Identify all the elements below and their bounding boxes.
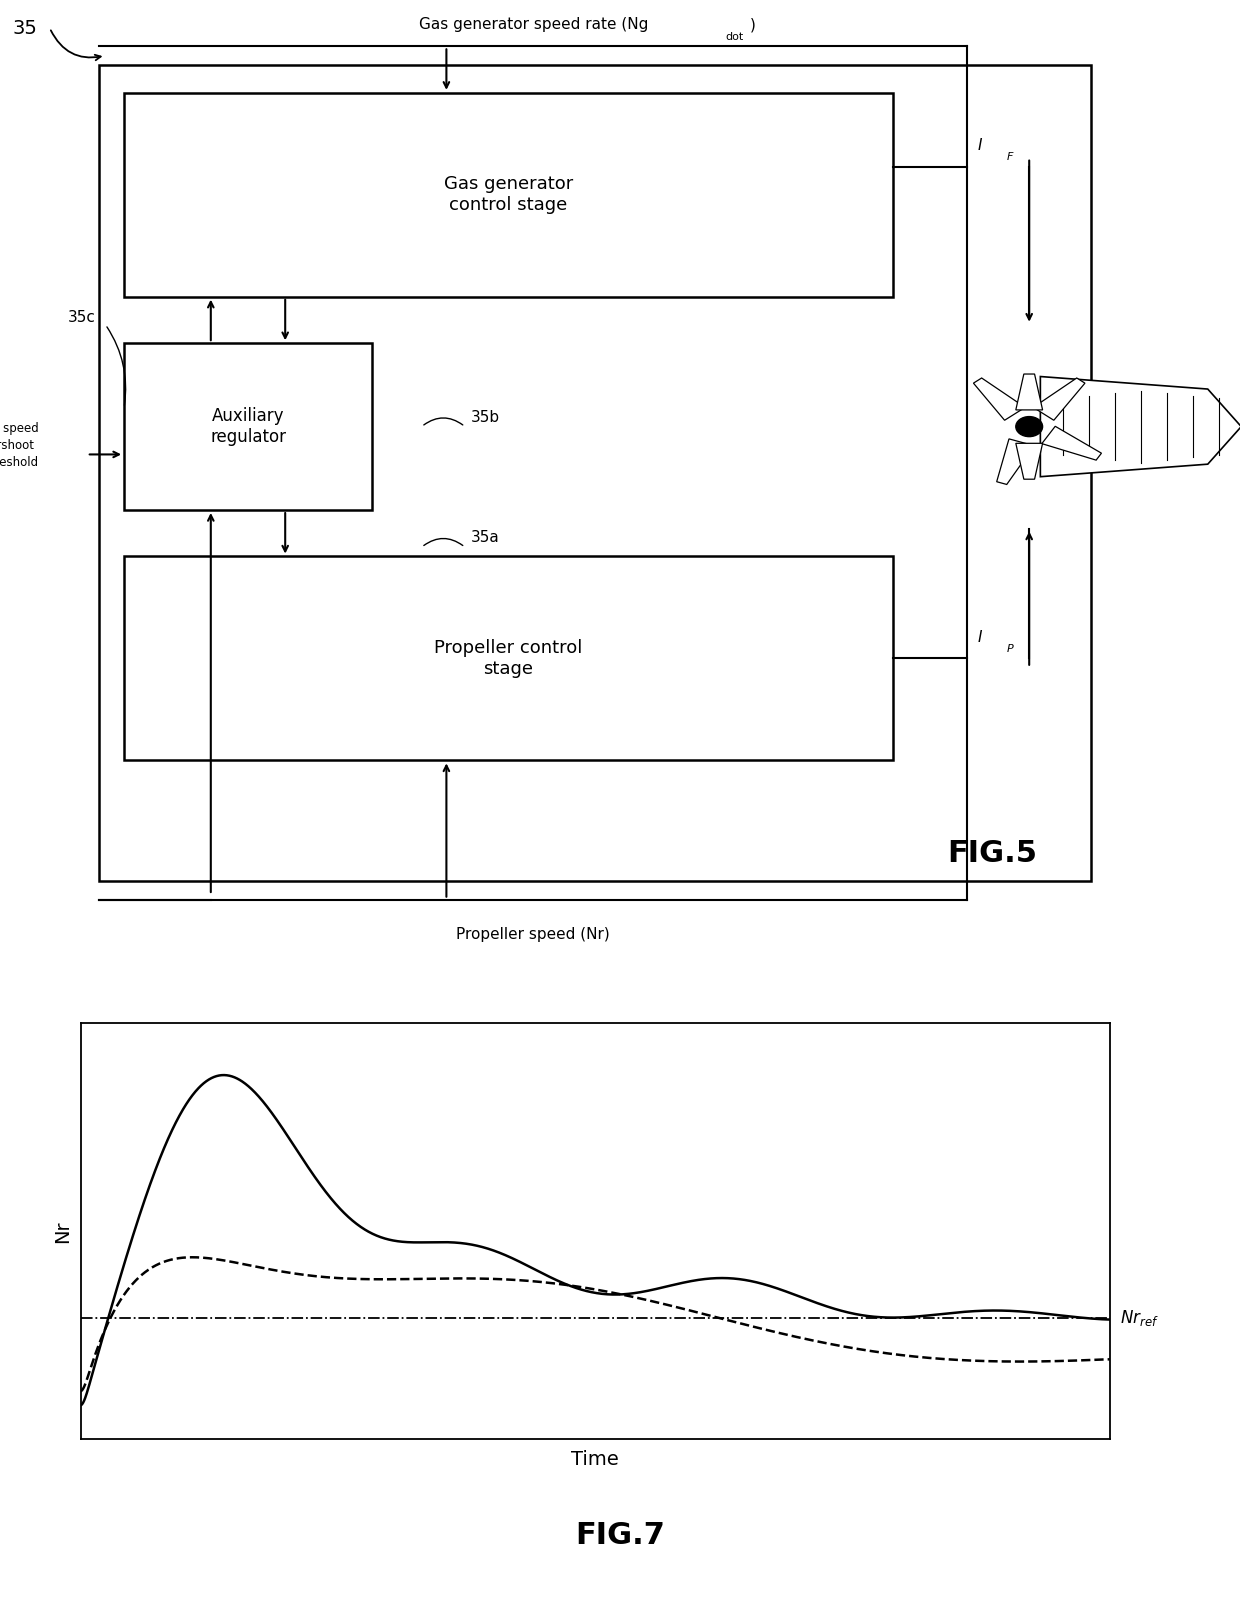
Text: Propeller control
stage: Propeller control stage <box>434 640 583 678</box>
Text: $Nr_{ref}$: $Nr_{ref}$ <box>1120 1308 1159 1329</box>
Y-axis label: Nr: Nr <box>53 1220 72 1242</box>
X-axis label: Time: Time <box>572 1450 619 1469</box>
Polygon shape <box>1016 443 1043 480</box>
Text: Gas generator speed rate (Ng: Gas generator speed rate (Ng <box>419 18 647 32</box>
Text: Gas generator
control stage: Gas generator control stage <box>444 176 573 214</box>
Bar <box>124 344 372 510</box>
Text: 35: 35 <box>12 19 37 37</box>
Text: FIG.5: FIG.5 <box>947 839 1037 868</box>
Bar <box>124 556 893 761</box>
Bar <box>124 93 893 297</box>
Text: Max speed
overshoot
threeshold: Max speed overshoot threeshold <box>0 422 38 469</box>
Text: 35a: 35a <box>471 531 500 545</box>
Text: I: I <box>977 630 982 644</box>
Text: 35c: 35c <box>68 310 95 325</box>
Polygon shape <box>973 377 1025 421</box>
Text: FIG.7: FIG.7 <box>575 1521 665 1549</box>
Text: ): ) <box>750 18 756 32</box>
Text: P: P <box>1007 644 1013 654</box>
Circle shape <box>1016 417 1043 437</box>
Text: I: I <box>977 138 982 154</box>
Text: dot: dot <box>725 32 744 42</box>
Polygon shape <box>997 438 1034 484</box>
Text: 35b: 35b <box>471 409 500 425</box>
Polygon shape <box>1033 377 1085 421</box>
Polygon shape <box>1042 427 1101 461</box>
Text: 2: 2 <box>1203 417 1215 437</box>
Text: F: F <box>1007 152 1013 161</box>
Bar <box>99 66 1091 881</box>
Polygon shape <box>1016 374 1043 409</box>
Polygon shape <box>1040 376 1240 477</box>
Text: Auxiliary
regulator: Auxiliary regulator <box>210 408 286 446</box>
Text: Propeller speed (Nr): Propeller speed (Nr) <box>456 927 610 942</box>
